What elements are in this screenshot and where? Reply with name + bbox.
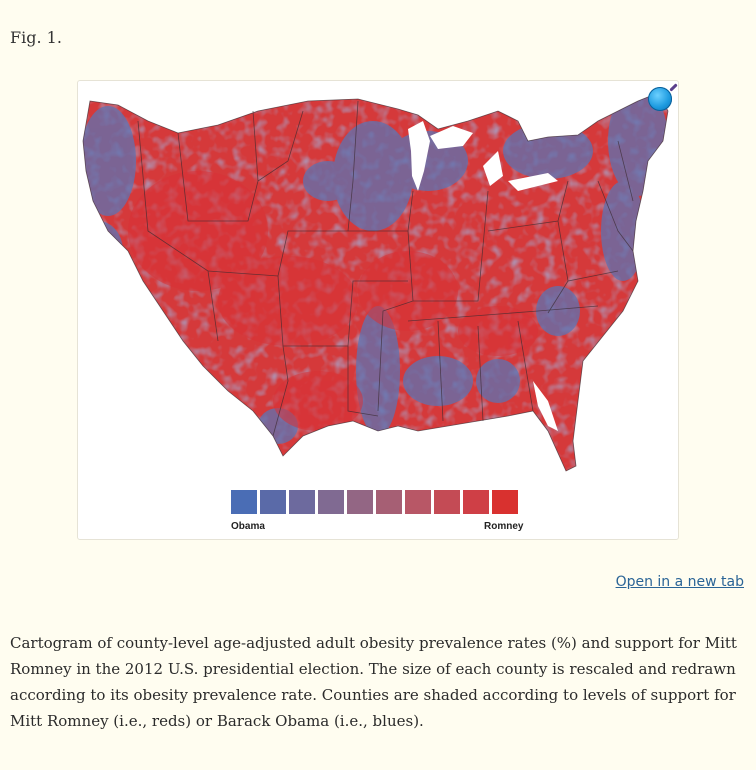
figure-caption: Cartogram of county-level age-adjusted a… [10, 634, 737, 730]
cartogram-map [82, 92, 669, 514]
legend-swatch [463, 490, 489, 514]
open-in-new-tab-link[interactable]: Open in a new tab [615, 574, 744, 590]
legend-swatch [492, 490, 518, 514]
legend-swatch [231, 490, 257, 514]
legend-label-obama: Obama [231, 521, 265, 532]
legend-swatch [318, 490, 344, 514]
legend-swatches [231, 490, 518, 514]
legend-swatch [347, 490, 373, 514]
legend-swatch [405, 490, 431, 514]
legend-swatch [376, 490, 402, 514]
legend-label-romney: Romney [484, 521, 524, 532]
figure-image[interactable]: Obama Romney [77, 80, 679, 540]
magnifier-icon[interactable] [648, 87, 672, 111]
legend-swatch [289, 490, 315, 514]
figure-label: Fig. 1. [10, 28, 62, 47]
legend-swatch [434, 490, 460, 514]
legend-swatch [260, 490, 286, 514]
